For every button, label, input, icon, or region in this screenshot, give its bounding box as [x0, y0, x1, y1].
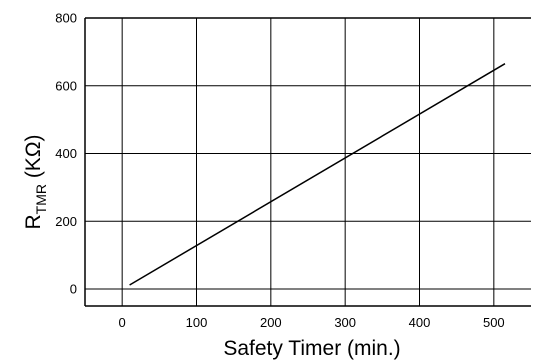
x-tick-label: 100 — [186, 315, 208, 330]
series-line — [129, 63, 506, 286]
grid-lines — [85, 17, 531, 306]
y-tick-label: 400 — [55, 146, 77, 161]
y-tick-label: 800 — [55, 11, 77, 26]
y-axis-title-main: R — [22, 214, 45, 229]
x-tick-labels: 0 100 200 300 400 500 — [119, 315, 505, 330]
x-tick-label: 0 — [119, 315, 126, 330]
plot-frame — [84, 17, 531, 307]
x-tick-label: 500 — [483, 315, 505, 330]
x-tick-label: 400 — [409, 315, 431, 330]
y-axis-title: RTMR (KΩ) — [22, 134, 49, 229]
y-tick-labels: 0 200 400 600 800 — [55, 11, 77, 297]
y-axis-title-unit: (KΩ) — [22, 134, 45, 184]
y-tick-label: 200 — [55, 214, 77, 229]
y-axis-title-subscript: TMR — [33, 184, 49, 214]
y-tick-label: 600 — [55, 78, 77, 93]
x-axis-title: Safety Timer (min.) — [223, 337, 400, 360]
x-tick-label: 200 — [260, 315, 282, 330]
series-layer — [129, 63, 506, 286]
x-tick-label: 300 — [334, 315, 356, 330]
y-tick-label: 0 — [70, 282, 77, 297]
